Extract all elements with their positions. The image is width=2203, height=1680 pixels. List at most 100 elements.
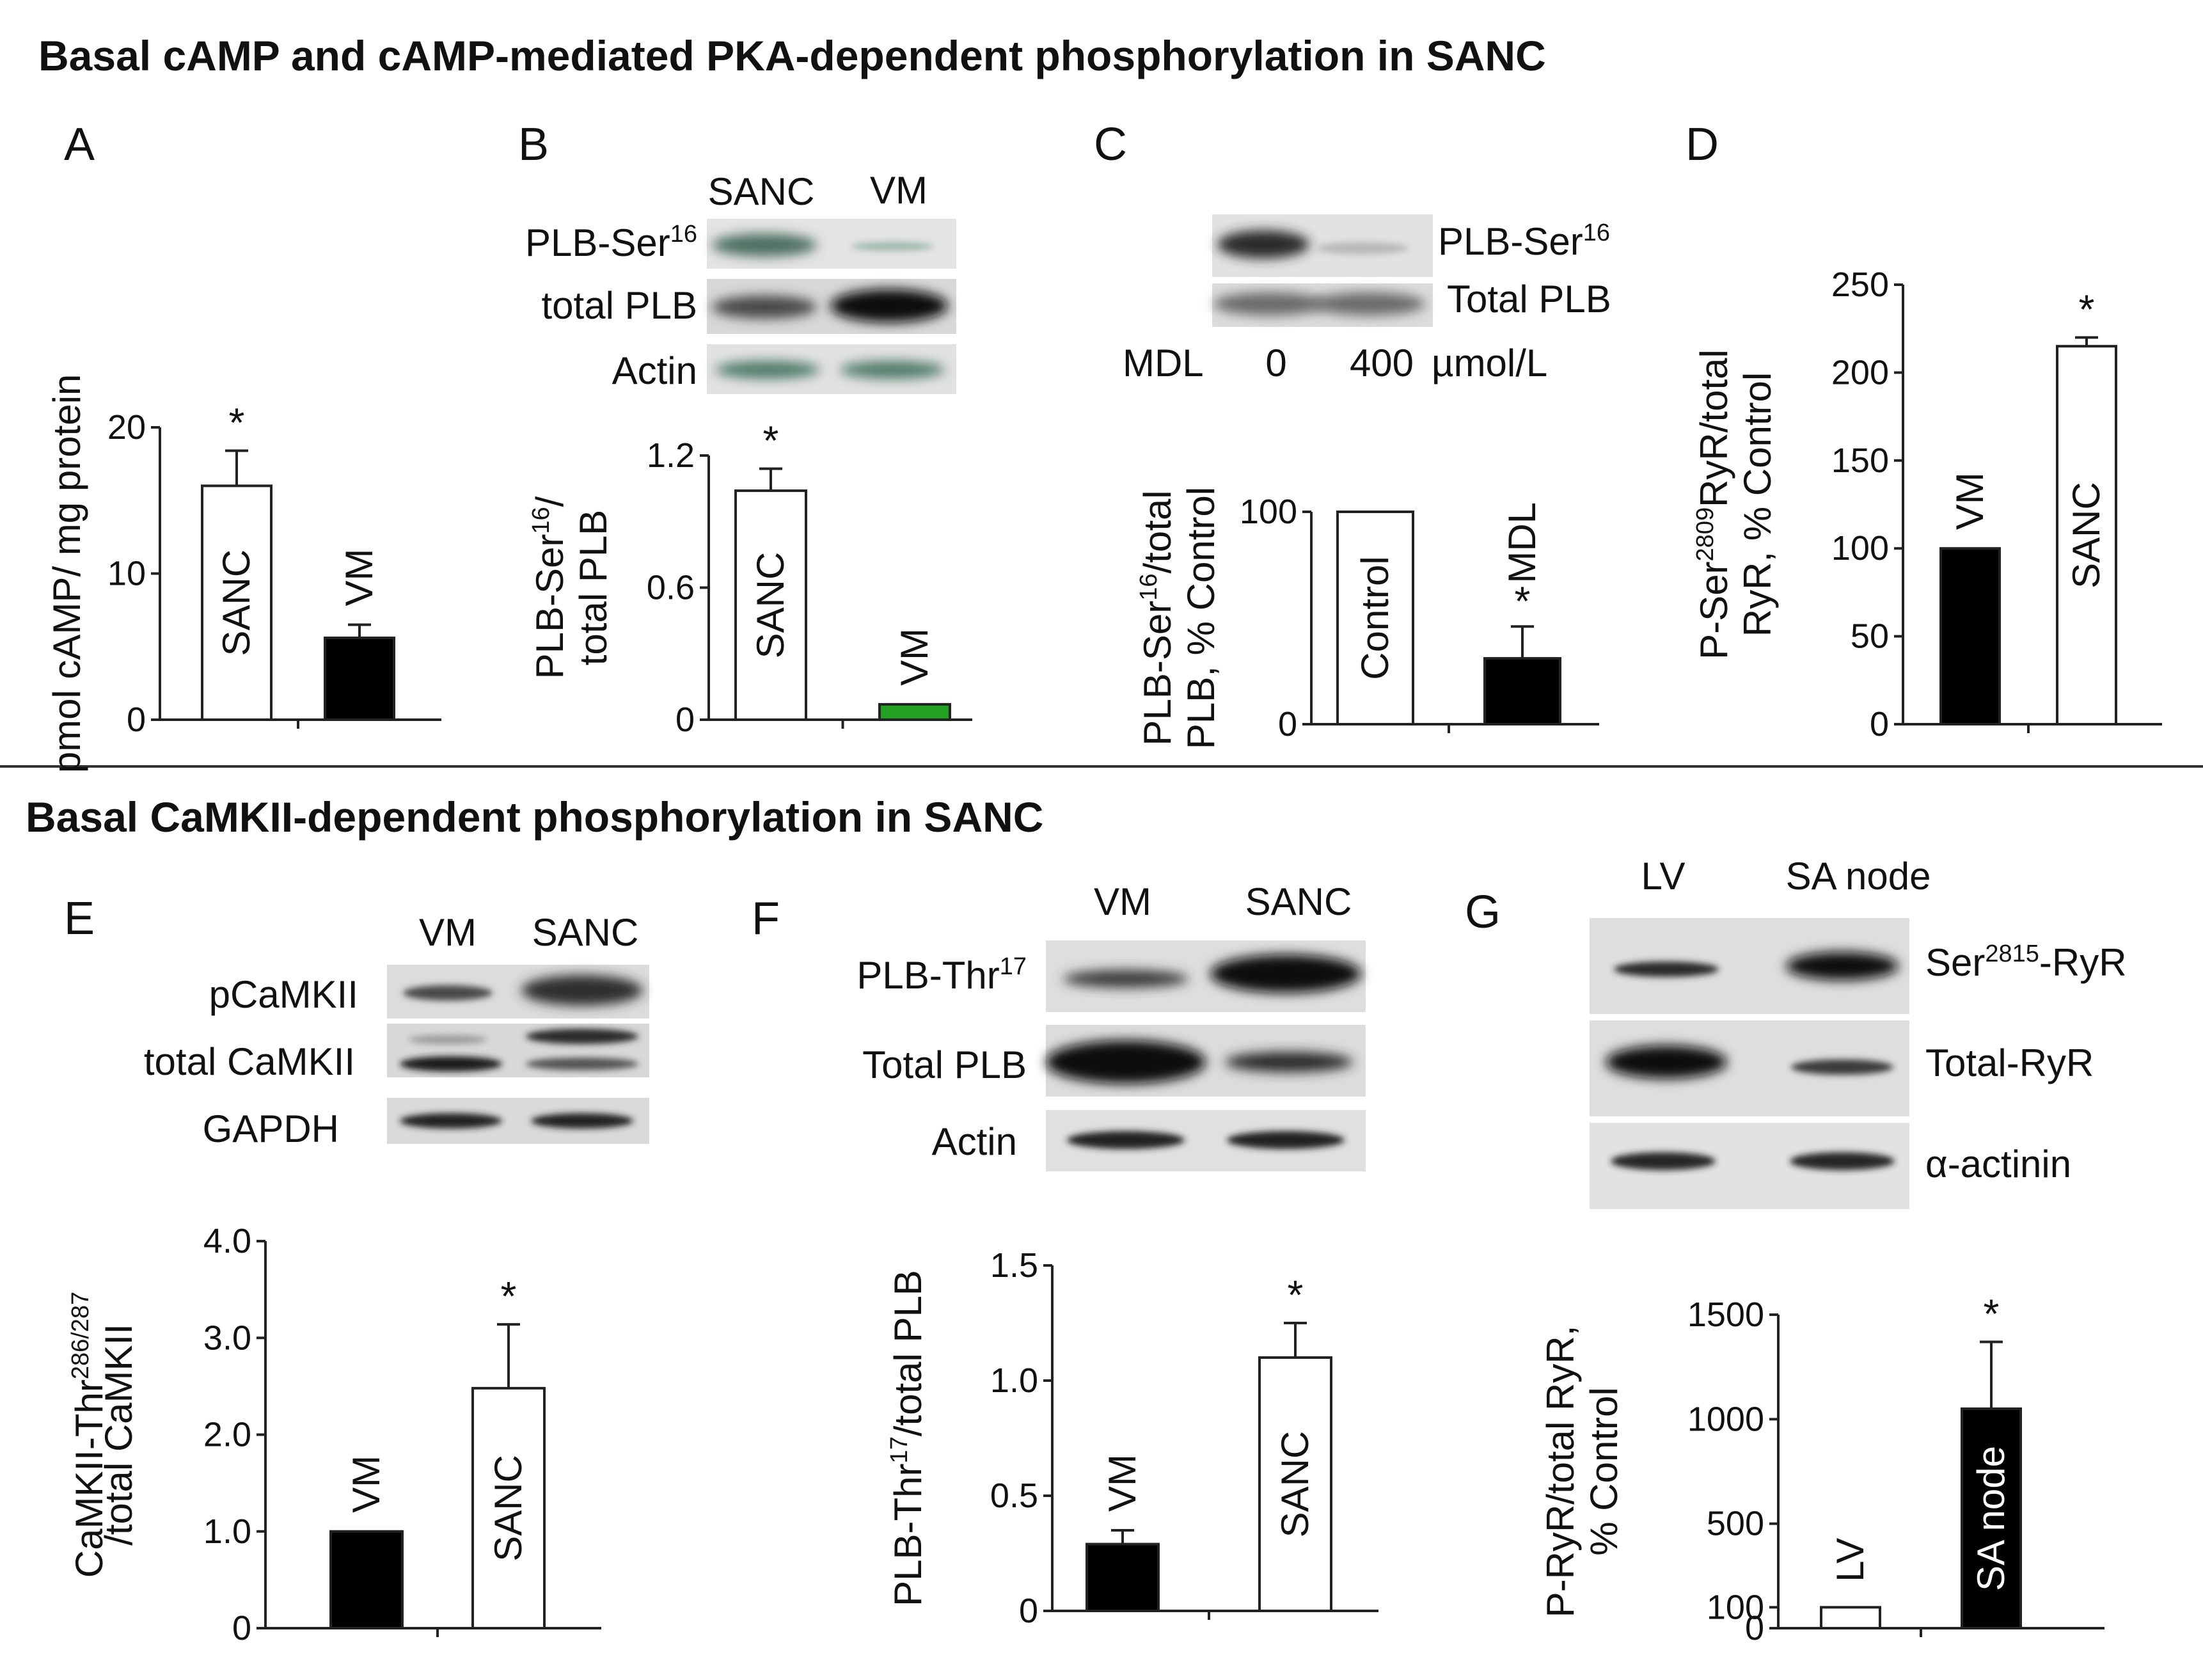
chart-b-y-tick-label: 1.2: [647, 436, 695, 475]
blot-f-col-sanc: SANC: [1245, 880, 1352, 923]
chart-g-bar-1: [1961, 1407, 2022, 1629]
chart-g-y-tick-label: 1500: [1687, 1296, 1764, 1334]
chart-c-bar-0: [1336, 511, 1414, 725]
chart-d: 0 50 100 150 200 250 P-Ser2809RyR/totalRyR, % …: [1692, 265, 2162, 743]
panel-letter-b: B: [518, 119, 549, 170]
chart-d-y-tick-label: 100: [1831, 529, 1889, 567]
chart-c-significance-star-1: *: [1515, 578, 1531, 624]
blot-e-row-pcamkii: pCaMKII: [209, 973, 358, 1016]
chart-d-y-tick-label: 150: [1831, 441, 1889, 480]
chart-g-y-tick-label: 0: [1745, 1609, 1764, 1647]
blot-f-col-vm: VM: [1094, 880, 1151, 923]
chart-d-y-tick-label: 200: [1831, 353, 1889, 392]
blot-g-col-sa-node: SA node: [1786, 855, 1931, 898]
chart-d-y-tick-label: 250: [1831, 265, 1889, 304]
panel-letter-g: G: [1465, 887, 1501, 938]
blot-e-col-sanc: SANC: [532, 911, 639, 954]
chart-e-category-label-0: VM: [345, 1455, 388, 1513]
blot-c-mdl-label: MDL: [1123, 342, 1204, 384]
chart-e-ylabel: CaMKII-Thr286/287/total CaMKII: [67, 1292, 140, 1578]
chart-b-category-label-1: VM: [893, 628, 936, 686]
chart-a-bar-1: [324, 637, 395, 721]
chart-a-y-tick-label: 0: [127, 701, 146, 739]
blot-c-row-total-plb: Total PLB: [1447, 278, 1611, 321]
chart-a-y-tick-label: 20: [107, 408, 146, 447]
chart-d-category-label-0: VM: [1948, 472, 1991, 530]
chart-g-ylabel: P-RyR/total RyR,% Control: [1539, 1326, 1625, 1618]
chart-a-significance-star-0: *: [229, 400, 245, 446]
chart-d-y-tick-label: 50: [1851, 617, 1889, 656]
chart-a-bar-0: [201, 484, 272, 722]
chart-g-error-bar-1: [1980, 1340, 2003, 1409]
chart-d-bar-0: [1939, 547, 2001, 725]
blot-g-col-lv: LV: [1641, 855, 1686, 898]
chart-g-y-tick-label: 100: [1707, 1588, 1764, 1626]
blot-e: VM SANC pCaMKII total CaMKII GAPDH: [144, 911, 649, 1150]
section-title-top: Basal cAMP and cAMP-mediated PKA-depende…: [38, 32, 1546, 79]
chart-g-category-label-0: LV: [1829, 1538, 1872, 1582]
chart-d-y-tick-label: 0: [1870, 705, 1889, 743]
chart-c-category-label-1: MDL: [1501, 502, 1544, 583]
section-title-bottom: Basal CaMKII-dependent phosphorylation i…: [26, 793, 1043, 841]
blot-e-col-vm: VM: [419, 911, 477, 954]
chart-b-category-label-0: SANC: [749, 552, 792, 659]
panel-letter-d: D: [1686, 119, 1719, 170]
chart-d-bar-1: [2056, 345, 2117, 725]
chart-g-category-label-1: SA node: [1970, 1446, 2012, 1591]
blot-g-row-total-ryr: Total-RyR: [1925, 1042, 2094, 1084]
chart-f-y-tick-label: 1.5: [990, 1246, 1038, 1285]
chart-a-error-bar-0: [225, 449, 248, 486]
chart-e-error-bar-1: [497, 1323, 520, 1388]
chart-b-ylabel: PLB-Ser16/total PLB: [528, 496, 615, 679]
chart-b-y-tick-label: 0.6: [647, 569, 695, 607]
chart-f-significance-star-1: *: [1288, 1272, 1304, 1318]
blot-c-unit: µmol/L: [1432, 342, 1547, 384]
blot-e-row-total-camkii: total CaMKII: [144, 1040, 355, 1083]
chart-f-y-tick-label: 1.0: [990, 1361, 1038, 1400]
chart-c-error-bar-1: [1511, 625, 1534, 659]
blot-f-row-plb-thr17: PLB-Thr17: [857, 953, 1027, 997]
chart-d-category-label-1: SANC: [2065, 482, 2108, 589]
blot-g: LV SA node Ser2815-RyR Total-RyR α-actin…: [1590, 855, 2127, 1209]
blot-e-row-gapdh: GAPDH: [203, 1107, 339, 1150]
chart-a-y-tick-label: 10: [107, 555, 146, 593]
chart-b: 0 0.6 1.2 PLB-Ser16/total PLB SANC * VM: [528, 418, 972, 739]
blot-c: PLB-Ser16 Total PLB MDL 0 400 µmol/L: [1123, 214, 1611, 384]
panel-letter-c: C: [1094, 119, 1127, 170]
chart-e-bar-0: [329, 1530, 404, 1629]
panel-letter-a: A: [64, 119, 95, 170]
chart-f-ylabel: PLB-Thr17/total PLB: [886, 1270, 929, 1606]
chart-e-y-tick-label: 3.0: [203, 1319, 251, 1357]
chart-b-significance-star-0: *: [763, 418, 779, 464]
chart-c-bar-1: [1483, 657, 1561, 725]
chart-e-y-tick-label: 0: [232, 1609, 251, 1647]
chart-c: 0 100 PLB-Ser16/totalPLB, % Control Control…: [1135, 487, 1599, 749]
chart-d-error-bar-1: [2075, 336, 2098, 347]
blot-g-row-ser2815-ryr: Ser2815-RyR: [1925, 940, 2127, 984]
chart-g-y-tick-label: 1000: [1687, 1400, 1764, 1438]
blot-f: VM SANC PLB-Thr17 Total PLB Actin: [857, 880, 1366, 1171]
blot-b-col-vm: VM: [870, 169, 928, 212]
blot-b: SANC VM PLB-Ser16 total PLB Actin: [525, 169, 956, 394]
chart-b-y-tick-label: 0: [675, 701, 695, 739]
chart-f-y-tick-label: 0.5: [990, 1477, 1038, 1515]
blot-f-row-actin: Actin: [932, 1120, 1017, 1163]
chart-b-bar-1: [878, 702, 951, 721]
blot-c-row-plb-ser16: PLB-Ser16: [1438, 219, 1610, 263]
chart-a-ylabel: pmol cAMP/ mg protein: [45, 374, 88, 773]
chart-d-significance-star-1: *: [2079, 286, 2095, 332]
chart-f-category-label-0: VM: [1101, 1454, 1144, 1512]
chart-e: 0 1.0 2.0 3.0 4.0 CaMKII-Thr286/287/total CaM…: [67, 1222, 601, 1647]
chart-d-ylabel: P-Ser2809RyR/totalRyR, % Control: [1692, 349, 1779, 660]
chart-g-bar-0: [1820, 1606, 1881, 1629]
chart-f-y-tick-label: 0: [1019, 1592, 1038, 1630]
chart-e-significance-star-1: *: [501, 1273, 517, 1319]
panel-letter-f: F: [752, 893, 780, 944]
blot-b-row-actin: Actin: [612, 349, 697, 392]
chart-b-error-bar-0: [759, 467, 782, 491]
chart-f-error-bar-1: [1284, 1322, 1307, 1358]
chart-c-category-label-0: Control: [1354, 556, 1396, 679]
chart-f-error-bar-0: [1111, 1529, 1134, 1544]
